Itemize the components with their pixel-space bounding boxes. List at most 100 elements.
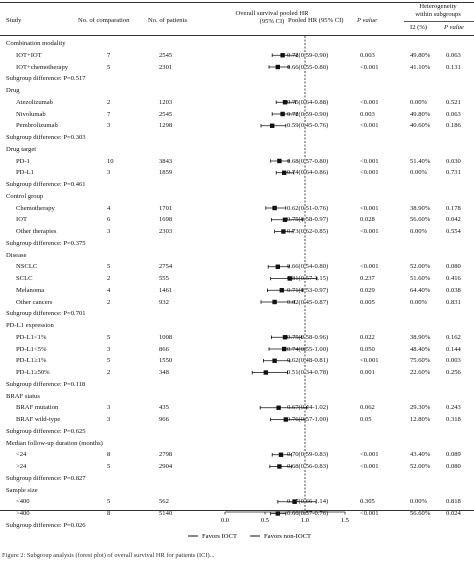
table-row: PD-1 10 3843 0.68(0.57-0.80) <0.001 51.40% 0.0… bbox=[0, 156, 474, 167]
header-top-rule bbox=[0, 2, 474, 3]
legend-label-non-ioct: Favors non-IOCT bbox=[264, 533, 311, 540]
point-estimate bbox=[282, 335, 288, 340]
point-estimate bbox=[276, 405, 281, 410]
i2-value: 0.00% bbox=[410, 498, 428, 506]
point-estimate bbox=[280, 111, 285, 117]
pooled-hr: 0.75(0.58-0.97) bbox=[287, 216, 329, 224]
study-label: Other therapies bbox=[16, 228, 57, 235]
study-label: Melanoma bbox=[16, 286, 45, 294]
study-label: BRAF mutation bbox=[16, 404, 59, 412]
n-comparation: 4 bbox=[107, 286, 111, 294]
het-p-value: 0.186 bbox=[446, 122, 461, 130]
study-label: Chemotherapy bbox=[16, 204, 55, 212]
n-comparation: 2 bbox=[107, 298, 111, 306]
point-estimate bbox=[279, 288, 284, 293]
p-value: 0.003 bbox=[360, 51, 375, 59]
n-patients: 2545 bbox=[159, 51, 173, 59]
pooled-hr: 0.62(0.51-0.76) bbox=[287, 204, 329, 212]
table-row: Other cancers 2 932 0.62(0.45-0.87) 0.005 0.0… bbox=[0, 297, 474, 308]
point-estimate bbox=[272, 299, 277, 305]
study-label: Other cancers bbox=[16, 298, 53, 306]
pooled-hr: 0.74(0.55-1.00) bbox=[287, 345, 329, 353]
table-row: PD-L1≥50% 2 348 0.51(0.34-0.78) 0.001 22.60% 0… bbox=[0, 367, 474, 378]
p-value: 0.003 bbox=[360, 110, 375, 118]
table-row: Melanoma 4 1461 0.71(0.53-0.97) 0.029 64.40% 0… bbox=[0, 285, 474, 296]
n-comparation: 6 bbox=[107, 216, 111, 224]
table-row: Atezolizumab 2 1203 0.75(0.64-0.88) <0.001 0.… bbox=[0, 97, 474, 108]
table-row: NSCLC 5 2754 0.66(0.54-0.80) <0.001 52.00% 0.0… bbox=[0, 261, 474, 272]
point-estimate bbox=[277, 158, 282, 164]
point-estimate bbox=[282, 346, 287, 352]
study-label: PD-L1<5% bbox=[16, 345, 47, 353]
n-comparation: 8 bbox=[107, 451, 111, 459]
table-row: PD-L1 3 1859 0.74(0.64-0.86) <0.001 0.00% 0.73… bbox=[0, 167, 474, 178]
n-patients: 2545 bbox=[159, 110, 173, 118]
study-label: <24 bbox=[16, 451, 27, 459]
n-comparation: 5 bbox=[107, 463, 111, 470]
p-value: 0.001 bbox=[360, 369, 375, 376]
het-p-value: 0.554 bbox=[446, 228, 461, 235]
het-p-value: 0.256 bbox=[446, 369, 461, 376]
i2-value: 56.60% bbox=[410, 510, 431, 517]
n-patients: 1008 bbox=[159, 333, 173, 341]
point-estimate bbox=[270, 123, 275, 128]
point-estimate bbox=[278, 452, 284, 457]
het-p-value: 0.731 bbox=[446, 169, 461, 177]
subgroup-label: Subgroup difference: P=0.375 bbox=[6, 239, 86, 247]
p-value: <0.001 bbox=[360, 98, 379, 106]
table-row: >24 5 2904 0.68(0.56-0.83) <0.001 52.00% 0.080 bbox=[0, 461, 474, 472]
header-n-patients: No. of patients bbox=[148, 17, 188, 24]
subgroup-difference: Subgroup difference: P=0.827 bbox=[0, 473, 474, 484]
point-estimate bbox=[292, 499, 297, 504]
het-p-value: 0.063 bbox=[446, 110, 461, 118]
i2-value: 0.00% bbox=[410, 169, 428, 177]
i2-value: 64.40% bbox=[410, 286, 431, 294]
x-tick-label: 1.5 bbox=[341, 517, 349, 524]
n-patients: 1698 bbox=[159, 216, 173, 224]
i2-value: 52.00% bbox=[410, 263, 431, 271]
subgroup-label: Subgroup difference: P=0.517 bbox=[6, 75, 86, 83]
i2-value: 51.40% bbox=[410, 157, 431, 165]
i2-value: 52.00% bbox=[410, 463, 431, 470]
n-comparation: 7 bbox=[107, 51, 111, 59]
group-header: Median follow-up duration (months) bbox=[0, 438, 474, 449]
i2-value: 0.00% bbox=[410, 228, 428, 235]
n-patients: 1701 bbox=[159, 204, 173, 212]
n-comparation: 7 bbox=[107, 110, 111, 118]
i2-value: 75.60% bbox=[410, 357, 431, 365]
table-bottom-rule bbox=[0, 510, 474, 511]
study-label: <400 bbox=[16, 498, 30, 506]
p-value: 0.05 bbox=[360, 416, 372, 423]
n-patients: 555 bbox=[159, 275, 169, 282]
n-patients: 1550 bbox=[159, 357, 173, 365]
point-estimate bbox=[282, 170, 287, 175]
n-comparation: 2 bbox=[107, 98, 111, 106]
p-value: <0.001 bbox=[360, 228, 379, 235]
het-p-value: 0.131 bbox=[446, 63, 461, 71]
subgroup-difference: Subgroup difference: P=0.118 bbox=[0, 379, 474, 390]
pooled-hr: 0.75(0.58-0.96) bbox=[287, 333, 329, 341]
het-p-value: 0.178 bbox=[446, 204, 461, 212]
het-p-value: 0.038 bbox=[446, 286, 461, 294]
header-plot-title-line1: Overall survival pooled HR bbox=[235, 10, 309, 17]
point-estimate bbox=[280, 53, 285, 58]
header-pooled-hr: Pooled HR (95% CI) bbox=[288, 17, 344, 24]
group-header: BRAF status bbox=[0, 391, 474, 402]
n-patients: 1859 bbox=[159, 169, 173, 177]
pooled-hr: 0.72(0.59-0.90) bbox=[287, 51, 329, 59]
het-p-value: 0.080 bbox=[446, 463, 461, 470]
i2-value: 49.80% bbox=[410, 51, 431, 59]
point-estimate bbox=[277, 464, 282, 469]
group-label: Control group bbox=[6, 192, 44, 200]
p-value: 0.028 bbox=[360, 216, 375, 224]
n-comparation: 3 bbox=[107, 122, 111, 130]
i2-value: 0.00% bbox=[410, 298, 428, 306]
i2-value: 22.60% bbox=[410, 369, 431, 376]
p-value: 0.022 bbox=[360, 333, 375, 341]
i2-value: 43.40% bbox=[410, 451, 431, 459]
n-comparation: 3 bbox=[107, 345, 111, 353]
header-plot-title: Overall survival pooled HR (95% CI) bbox=[212, 10, 332, 25]
legend-label-ioct: Favors IOCT bbox=[202, 533, 237, 540]
x-tick-label: 0.0 bbox=[221, 517, 229, 524]
